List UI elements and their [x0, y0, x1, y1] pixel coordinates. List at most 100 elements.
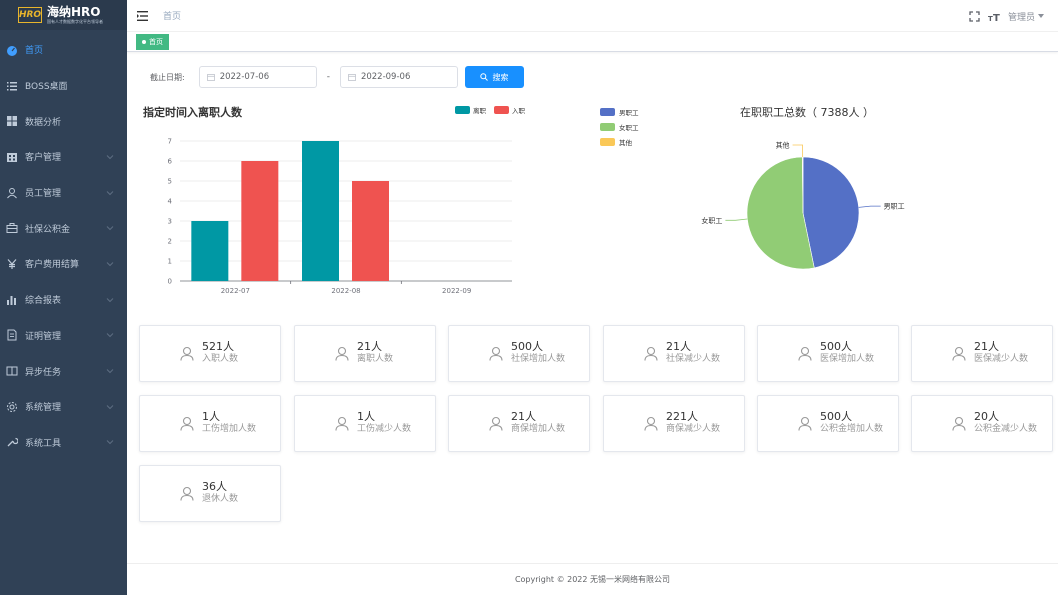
- pie-slice-女职工[interactable]: [746, 156, 815, 270]
- chevron-down-icon: [106, 226, 114, 231]
- pie-label-line: [858, 205, 881, 208]
- sidebar-item-2[interactable]: 数据分析: [0, 103, 127, 139]
- hamburger-icon[interactable]: [137, 10, 149, 22]
- end-date-value: 2022-09-06: [360, 72, 411, 82]
- stat-value: 500人: [511, 340, 543, 353]
- yen-icon: [7, 259, 17, 269]
- legend-item[interactable]: 入职: [494, 105, 525, 115]
- tag-home[interactable]: 首页: [136, 34, 169, 50]
- stat-card: 500人 公积金增加人数: [757, 395, 899, 452]
- font-size-icon[interactable]: T T: [988, 11, 1000, 22]
- bar-离职-2022-07[interactable]: [191, 221, 229, 281]
- pie-slice-label: 男职工: [884, 203, 905, 211]
- end-date-input[interactable]: 2022-09-06: [339, 66, 458, 88]
- legend-item[interactable]: 离职: [455, 105, 486, 115]
- building-icon: [7, 152, 17, 162]
- bar-离职-2022-08[interactable]: [302, 141, 339, 281]
- bar-chart-legend: 离职 入职: [455, 105, 525, 115]
- legend-swatch: [600, 107, 615, 116]
- sidebar-item-label: 异步任务: [25, 367, 62, 378]
- stat-card: 21人 医保减少人数: [911, 325, 1053, 382]
- bar-入职-2022-07[interactable]: [241, 161, 279, 281]
- filter-label: 截止日期:: [150, 72, 185, 82]
- calendar-icon: [206, 74, 215, 81]
- chevron-down-icon: [106, 440, 114, 445]
- stat-card: 521人 入职人数: [139, 325, 281, 382]
- user-icon: [7, 187, 17, 198]
- sidebar-item-9[interactable]: 异步任务: [0, 353, 127, 389]
- stat-card: 1人 工伤增加人数: [139, 395, 281, 452]
- stat-value: 21人: [357, 340, 382, 353]
- sidebar-item-label: 系统工具: [25, 438, 62, 449]
- logo-subtitle: 国有人才数据数字化平台领导者: [47, 19, 103, 24]
- list-icon: [7, 81, 17, 91]
- legend-item[interactable]: 女职工: [600, 119, 639, 134]
- stat-value: 20人: [974, 410, 999, 423]
- bar-入职-2022-08[interactable]: [352, 181, 389, 281]
- sidebar-item-3[interactable]: 客户管理: [0, 139, 127, 175]
- sidebar-item-label: 客户管理: [25, 153, 62, 164]
- legend-swatch: [600, 137, 615, 146]
- stat-value: 21人: [666, 340, 691, 353]
- stat-label: 医保增加人数: [820, 354, 875, 364]
- chevron-down-icon: [106, 369, 114, 374]
- legend-item[interactable]: 其他: [600, 134, 639, 149]
- gear-icon: [7, 401, 17, 412]
- start-date-input[interactable]: 2022-07-06: [198, 66, 317, 88]
- sidebar-item-10[interactable]: 系统管理: [0, 389, 127, 425]
- sidebar-item-label: 社保公积金: [25, 224, 71, 235]
- sidebar-item-label: 证明管理: [25, 331, 62, 342]
- stat-value: 21人: [974, 340, 999, 353]
- sidebar: HRO 海纳HRO 国有人才数据数字化平台领导者 首页 BOSS桌面数据分析客户管…: [0, 0, 127, 595]
- legend-label: 男职工: [619, 108, 639, 117]
- stat-label: 入职人数: [202, 354, 239, 364]
- legend-swatch: [494, 106, 509, 114]
- caret-down-icon: [1038, 14, 1044, 18]
- stat-value: 36人: [202, 480, 227, 493]
- search-button-label: 搜索: [492, 72, 509, 82]
- chevron-down-icon: [106, 297, 114, 302]
- x-tick-label: 2022-08: [331, 287, 360, 295]
- chevron-down-icon: [106, 190, 114, 195]
- y-tick-label: 6: [168, 158, 173, 166]
- bar-chart-title: 指定时间入离职人数: [143, 106, 242, 119]
- x-tick-label: 2022-07: [221, 287, 250, 295]
- stat-label: 商保增加人数: [511, 424, 566, 434]
- sidebar-item-7[interactable]: 综合报表: [0, 282, 127, 318]
- breadcrumb[interactable]: 首页: [163, 12, 182, 22]
- sidebar-item-label: BOSS桌面: [25, 82, 68, 93]
- sidebar-item-8[interactable]: 证明管理: [0, 318, 127, 354]
- stat-card: 21人 商保增加人数: [448, 395, 590, 452]
- tags-view: 首页: [127, 32, 1058, 52]
- y-tick-label: 1: [168, 258, 172, 266]
- stat-card: 21人 离职人数: [294, 325, 436, 382]
- pie-slice-其他[interactable]: [801, 156, 804, 214]
- fullscreen-icon[interactable]: [969, 10, 980, 22]
- user-icon: [335, 416, 349, 431]
- svg-text:T: T: [993, 13, 1000, 22]
- user-menu[interactable]: 管理员: [1008, 10, 1044, 23]
- dashboard-icon: [7, 45, 17, 56]
- user-icon: [952, 346, 966, 361]
- legend-swatch: [600, 122, 615, 131]
- user-icon: [644, 346, 658, 361]
- user-name: 管理员: [1007, 12, 1035, 23]
- sidebar-item-6[interactable]: 客户费用结算: [0, 246, 127, 282]
- search-button[interactable]: 搜索: [464, 66, 524, 88]
- stat-label: 工伤减少人数: [357, 424, 412, 434]
- pie-slice-label: 其他: [776, 141, 790, 150]
- stat-label: 公积金减少人数: [974, 424, 1038, 434]
- stat-card: 20人 公积金减少人数: [911, 395, 1053, 452]
- sidebar-item-1[interactable]: BOSS桌面: [0, 68, 127, 104]
- legend-item[interactable]: 男职工: [600, 104, 639, 119]
- logo[interactable]: HRO 海纳HRO 国有人才数据数字化平台领导者: [0, 0, 127, 30]
- user-icon: [180, 346, 194, 361]
- sidebar-item-5[interactable]: 社保公积金: [0, 210, 127, 246]
- sidebar-item-0[interactable]: 首页: [0, 32, 127, 68]
- window-icon: [6, 366, 18, 376]
- sidebar-item-4[interactable]: 员工管理: [0, 175, 127, 211]
- chevron-down-icon: [106, 262, 114, 267]
- stat-label: 医保减少人数: [974, 354, 1029, 364]
- pie-slice-男职工[interactable]: [802, 156, 860, 269]
- sidebar-item-11[interactable]: 系统工具: [0, 425, 127, 461]
